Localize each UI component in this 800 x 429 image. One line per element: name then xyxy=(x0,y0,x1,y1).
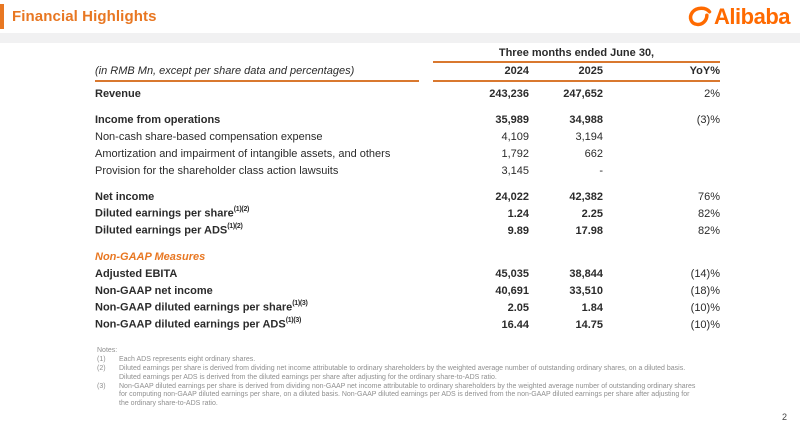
value-yoy: (18)% xyxy=(690,284,720,297)
notes-heading: Notes: xyxy=(97,347,118,354)
note-number: (2) xyxy=(97,365,106,373)
value-2025: 3,194 xyxy=(575,130,603,143)
value-2025: 38,844 xyxy=(569,267,603,280)
column-header-row: (in RMB Mn, except per share data and pe… xyxy=(95,65,720,82)
value-2024: 35,989 xyxy=(495,113,529,126)
value-2024: 243,236 xyxy=(489,87,529,100)
value-2024: 24,022 xyxy=(495,190,529,203)
table-row: Non-GAAP diluted earnings per ADS(1)(3) 1… xyxy=(95,316,720,333)
value-2025: 1.84 xyxy=(581,301,603,314)
row-label: Diluted earnings per share(1)(2) xyxy=(95,206,250,220)
value-yoy: 2% xyxy=(704,87,720,100)
year-column-headers: 2024 2025 YoY% xyxy=(433,65,720,82)
row-spacer xyxy=(95,102,720,111)
value-yoy: (3)% xyxy=(696,113,720,126)
footnote-ref: (1)(2) xyxy=(233,206,250,214)
table-row: Income from operations 35,989 34,988 (3)% xyxy=(95,111,720,128)
financial-table: Three months ended June 30, (in RMB Mn, … xyxy=(95,47,720,333)
alibaba-smile-icon xyxy=(685,5,713,29)
value-2025: - xyxy=(599,164,603,177)
value-2024: 4,109 xyxy=(501,130,529,143)
value-2024: 1,792 xyxy=(501,147,529,160)
page-number: 2 xyxy=(781,412,787,422)
note-number: (1) xyxy=(97,356,106,364)
row-label: Non-cash share-based compensation expens… xyxy=(95,130,323,143)
table-row: Net income 24,022 42,382 76% xyxy=(95,188,720,205)
value-2024: 40,691 xyxy=(495,284,529,297)
page-title: Financial Highlights xyxy=(12,8,157,25)
value-2024: 9.89 xyxy=(507,224,529,237)
value-yoy: 76% xyxy=(697,190,720,203)
row-label: Provision for the shareholder class acti… xyxy=(95,164,339,177)
value-2025: 34,988 xyxy=(569,113,603,126)
row-label: Non-GAAP diluted earnings per share(1)(3… xyxy=(95,300,308,314)
alibaba-logo: Alibaba xyxy=(685,4,800,30)
value-2025: 247,652 xyxy=(563,87,603,100)
table-row: Adjusted EBITA 45,035 38,844 (14)% xyxy=(95,265,720,282)
period-span-header: Three months ended June 30, xyxy=(433,47,720,63)
table-row: Revenue 243,236 247,652 2% xyxy=(95,85,720,102)
value-yoy: (10)% xyxy=(690,318,720,331)
note-text: Non-GAAP diluted earnings per share is d… xyxy=(119,382,696,408)
row-label: Diluted earnings per ADS(1)(2) xyxy=(95,223,243,237)
note-item: (1) Each ADS represents eight ordinary sh… xyxy=(97,356,697,365)
column-header-2024: 2024 xyxy=(504,65,529,77)
table-row: Diluted earnings per share(1)(2) 1.24 2.25… xyxy=(95,205,720,222)
row-label: Non-GAAP diluted earnings per ADS(1)(3) xyxy=(95,317,302,331)
note-number: (3) xyxy=(97,382,106,390)
note-text: Each ADS represents eight ordinary share… xyxy=(119,356,256,364)
row-label: Amortization and impairment of intangibl… xyxy=(95,147,391,160)
value-2025: 662 xyxy=(584,147,603,160)
value-yoy: 82% xyxy=(697,224,720,237)
table-row: Provision for the shareholder class acti… xyxy=(95,162,720,179)
accent-bar xyxy=(0,4,4,29)
row-label: Net income xyxy=(95,190,155,203)
value-2025: 17.98 xyxy=(575,224,603,237)
table-row: Non-GAAP diluted earnings per share(1)(3… xyxy=(95,299,720,316)
footnote-ref: (1)(3) xyxy=(285,317,302,325)
row-label: Adjusted EBITA xyxy=(95,267,178,280)
row-label: Revenue xyxy=(95,87,141,100)
note-text: Diluted earnings per share is derived fr… xyxy=(119,365,686,381)
column-header-yoy: YoY% xyxy=(689,65,720,77)
table-body: Revenue 243,236 247,652 2% Income from opera… xyxy=(95,82,720,333)
section-heading-row: Non-GAAP Measures xyxy=(95,248,720,265)
row-label: Income from operations xyxy=(95,113,221,126)
row-spacer xyxy=(95,179,720,188)
footnote-ref: (1)(2) xyxy=(227,223,243,231)
value-yoy: (14)% xyxy=(690,267,720,280)
value-2025: 2.25 xyxy=(581,207,603,220)
value-2024: 16.44 xyxy=(501,318,529,331)
value-2025: 14.75 xyxy=(575,318,603,331)
note-item: (3) Non-GAAP diluted earnings per share i… xyxy=(97,383,697,409)
footnote-ref: (1)(3) xyxy=(292,300,308,308)
notes-list: (1) Each ADS represents eight ordinary sh… xyxy=(97,356,697,409)
value-2024: 1.24 xyxy=(507,207,529,220)
table-row: Amortization and impairment of intangibl… xyxy=(95,145,720,162)
title-bar: Financial Highlights Alibaba xyxy=(0,0,800,33)
table-row: Non-GAAP net income 40,691 33,510 (18)% xyxy=(95,282,720,299)
row-label: Non-GAAP net income xyxy=(95,284,213,297)
value-2024: 2.05 xyxy=(507,301,529,314)
row-label: Non-GAAP Measures xyxy=(95,250,206,263)
note-item: (2) Diluted earnings per share is derived… xyxy=(97,365,697,382)
header-divider-band xyxy=(0,33,800,43)
value-2024: 3,145 xyxy=(501,164,529,177)
value-2025: 33,510 xyxy=(569,284,603,297)
column-header-2025: 2025 xyxy=(578,65,603,77)
table-caption: (in RMB Mn, except per share data and pe… xyxy=(95,65,419,82)
table-row: Diluted earnings per ADS(1)(2) 9.89 17.98 8… xyxy=(95,222,720,239)
footnotes: Notes: (1) Each ADS represents eight ordi… xyxy=(97,347,697,409)
row-spacer xyxy=(95,239,720,248)
value-yoy: (10)% xyxy=(690,301,720,314)
table-row: Non-cash share-based compensation expens… xyxy=(95,128,720,145)
value-2024: 45,035 xyxy=(495,267,529,280)
value-yoy: 82% xyxy=(697,207,720,220)
value-2025: 42,382 xyxy=(569,190,603,203)
alibaba-wordmark: Alibaba xyxy=(714,3,790,29)
